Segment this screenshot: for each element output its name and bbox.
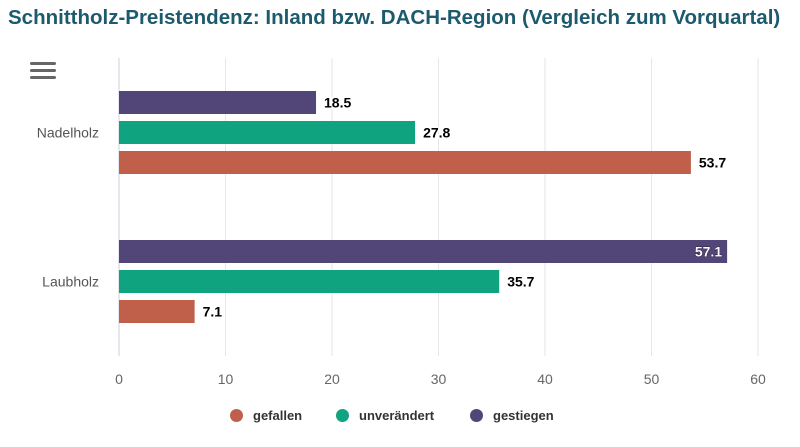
data-label: 57.1 — [695, 244, 722, 260]
bar-unverändert — [119, 270, 500, 293]
hamburger-menu-icon[interactable] — [30, 62, 56, 82]
bar-gestiegen — [119, 91, 317, 114]
x-tick-label: 40 — [537, 371, 553, 387]
legend-item-gestiegen[interactable]: gestiegen — [470, 408, 554, 423]
data-label: 7.1 — [203, 304, 223, 320]
data-label: 18.5 — [324, 95, 351, 111]
x-tick-label: 30 — [431, 371, 447, 387]
legend-marker — [336, 409, 349, 422]
legend-marker — [470, 409, 483, 422]
menu-bar — [30, 76, 56, 79]
x-tick-label: 50 — [644, 371, 660, 387]
legend-label: gefallen — [253, 408, 303, 423]
x-tick-label: 10 — [218, 371, 234, 387]
bar-gestiegen — [119, 240, 728, 263]
data-label: 35.7 — [507, 274, 534, 290]
bar-chart: 0 10 20 30 40 50 60 Nadelholz 18.5 27.8 53.7 Laubho… — [37, 58, 766, 387]
category-label: Nadelholz — [37, 125, 99, 141]
legend-marker — [230, 409, 243, 422]
data-label: 53.7 — [699, 155, 726, 171]
legend-label: unverändert — [359, 408, 435, 423]
legend-item-gefallen[interactable]: gefallen — [230, 408, 302, 423]
bar-unverändert — [119, 121, 416, 144]
legend-item-unverändert[interactable]: unverändert — [336, 408, 434, 423]
chart-legend: gefallen unverändert gestiegen — [0, 404, 800, 432]
x-tick-label: 0 — [115, 371, 123, 387]
chart-title: Schnittholz-Preistendenz: Inland bzw. DA… — [8, 6, 781, 29]
x-tick-label: 60 — [750, 371, 766, 387]
menu-bar — [30, 69, 56, 72]
data-label: 27.8 — [423, 125, 450, 141]
bar-gefallen — [119, 151, 691, 174]
menu-bar — [30, 62, 56, 65]
x-tick-label: 20 — [324, 371, 340, 387]
bar-gefallen — [119, 300, 195, 323]
category-label: Laubholz — [42, 274, 99, 290]
legend-label: gestiegen — [493, 408, 554, 423]
